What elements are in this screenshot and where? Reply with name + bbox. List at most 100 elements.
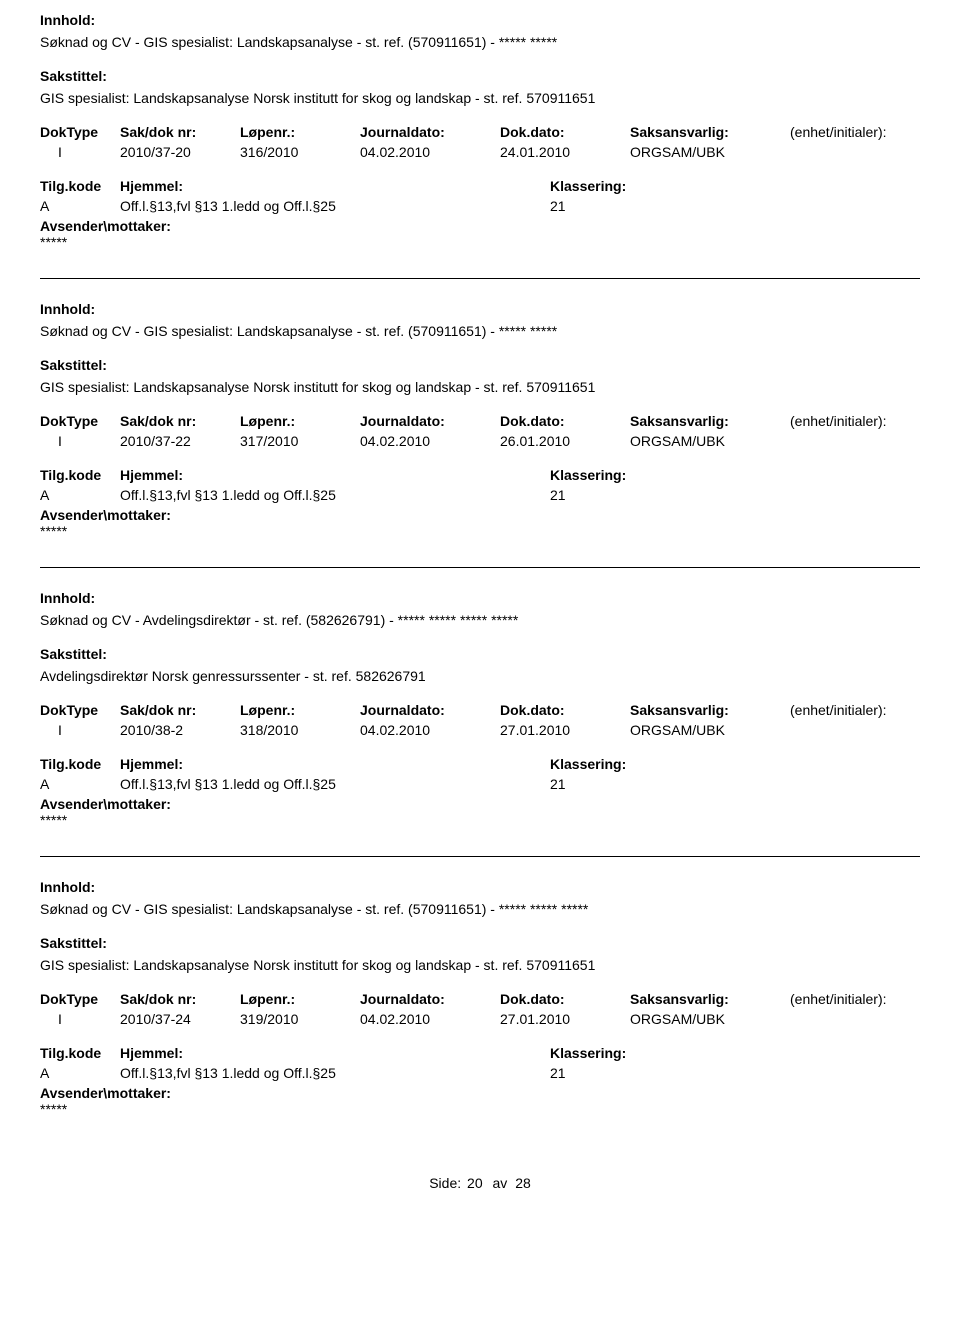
sakstittel-label: Sakstittel:: [40, 68, 920, 84]
innhold-label: Innhold:: [40, 879, 920, 895]
journaldato-header: Journaldato:: [360, 991, 500, 1007]
enhet-header: (enhet/initialer):: [790, 702, 920, 718]
doktype-header: DokType: [40, 124, 120, 140]
tilgkode-value: A: [40, 1065, 120, 1081]
sakstittel-value: GIS spesialist: Landskapsanalyse Norsk i…: [40, 379, 920, 395]
klassering-value: 21: [550, 198, 850, 214]
tilgkode-value: A: [40, 198, 120, 214]
doktype-value: I: [40, 433, 120, 449]
klassering-label: Klassering:: [550, 1045, 850, 1061]
innhold-value: Søknad og CV - Avdelingsdirektør - st. r…: [40, 612, 920, 628]
saksansvarlig-header: Saksansvarlig:: [630, 124, 790, 140]
doktype-header: DokType: [40, 413, 120, 429]
sakstittel-value: GIS spesialist: Landskapsanalyse Norsk i…: [40, 957, 920, 973]
lopenr-header: Løpenr.:: [240, 413, 360, 429]
innhold-value: Søknad og CV - GIS spesialist: Landskaps…: [40, 323, 920, 339]
tilg-header-row: Tilg.kode Hjemmel: Klassering:: [40, 1045, 920, 1061]
innhold-label: Innhold:: [40, 590, 920, 606]
tilgkode-label: Tilg.kode: [40, 178, 120, 194]
innhold-value: Søknad og CV - GIS spesialist: Landskaps…: [40, 901, 920, 917]
journaldato-header: Journaldato:: [360, 124, 500, 140]
journaldato-value: 04.02.2010: [360, 1011, 500, 1027]
klassering-label: Klassering:: [550, 467, 850, 483]
avsender-label: Avsender\mottaker:: [40, 796, 920, 812]
sakdok-value: 2010/37-22: [120, 433, 240, 449]
tilgkode-value: A: [40, 776, 120, 792]
sakstittel-label: Sakstittel:: [40, 357, 920, 373]
column-header-row: DokType Sak/dok nr: Løpenr.: Journaldato…: [40, 991, 920, 1007]
page-total: 28: [515, 1175, 531, 1191]
dokdato-header: Dok.dato:: [500, 413, 630, 429]
sakdok-value: 2010/38-2: [120, 722, 240, 738]
lopenr-header: Løpenr.:: [240, 991, 360, 1007]
hjemmel-label: Hjemmel:: [120, 1045, 550, 1061]
side-label: Side:: [429, 1175, 461, 1191]
sakstittel-label: Sakstittel:: [40, 935, 920, 951]
column-value-row: I 2010/37-20 316/2010 04.02.2010 24.01.2…: [40, 144, 920, 160]
enhet-header: (enhet/initialer):: [790, 991, 920, 1007]
innhold-label: Innhold:: [40, 12, 920, 28]
sakdok-header: Sak/dok nr:: [120, 702, 240, 718]
column-value-row: I 2010/37-24 319/2010 04.02.2010 27.01.2…: [40, 1011, 920, 1027]
innhold-value: Søknad og CV - GIS spesialist: Landskaps…: [40, 34, 920, 50]
page-footer: Side: 20 av 28: [40, 1175, 920, 1191]
tilg-header-row: Tilg.kode Hjemmel: Klassering:: [40, 178, 920, 194]
lopenr-header: Løpenr.:: [240, 124, 360, 140]
tilg-header-row: Tilg.kode Hjemmel: Klassering:: [40, 467, 920, 483]
sakstittel-value: Avdelingsdirektør Norsk genressurssenter…: [40, 668, 920, 684]
column-header-row: DokType Sak/dok nr: Løpenr.: Journaldato…: [40, 413, 920, 429]
journal-record: Innhold: Søknad og CV - GIS spesialist: …: [40, 278, 920, 567]
enhet-header: (enhet/initialer):: [790, 413, 920, 429]
tilg-value-row: A Off.l.§13,fvl §13 1.ledd og Off.l.§25 …: [40, 198, 920, 214]
saksansvarlig-value: ORGSAM/UBK: [630, 1011, 790, 1027]
klassering-value: 21: [550, 1065, 850, 1081]
innhold-label: Innhold:: [40, 301, 920, 317]
column-header-row: DokType Sak/dok nr: Løpenr.: Journaldato…: [40, 124, 920, 140]
tilgkode-label: Tilg.kode: [40, 756, 120, 772]
klassering-value: 21: [550, 487, 850, 503]
journal-record: Innhold: Søknad og CV - Avdelingsdirektø…: [40, 567, 920, 856]
tilg-value-row: A Off.l.§13,fvl §13 1.ledd og Off.l.§25 …: [40, 776, 920, 792]
doktype-value: I: [40, 144, 120, 160]
av-label: av: [493, 1175, 508, 1191]
enhet-value: [790, 433, 920, 449]
enhet-value: [790, 1011, 920, 1027]
tilg-value-row: A Off.l.§13,fvl §13 1.ledd og Off.l.§25 …: [40, 487, 920, 503]
hjemmel-value: Off.l.§13,fvl §13 1.ledd og Off.l.§25: [120, 1065, 550, 1081]
saksansvarlig-value: ORGSAM/UBK: [630, 144, 790, 160]
avsender-label: Avsender\mottaker:: [40, 218, 920, 234]
lopenr-header: Løpenr.:: [240, 702, 360, 718]
hjemmel-value: Off.l.§13,fvl §13 1.ledd og Off.l.§25: [120, 776, 550, 792]
hjemmel-value: Off.l.§13,fvl §13 1.ledd og Off.l.§25: [120, 487, 550, 503]
dokdato-value: 27.01.2010: [500, 722, 630, 738]
saksansvarlig-value: ORGSAM/UBK: [630, 433, 790, 449]
journaldato-value: 04.02.2010: [360, 144, 500, 160]
doktype-header: DokType: [40, 702, 120, 718]
avsender-value: *****: [40, 1101, 920, 1117]
lopenr-value: 318/2010: [240, 722, 360, 738]
lopenr-value: 316/2010: [240, 144, 360, 160]
klassering-label: Klassering:: [550, 178, 850, 194]
dokdato-header: Dok.dato:: [500, 702, 630, 718]
sakdok-header: Sak/dok nr:: [120, 413, 240, 429]
journaldato-value: 04.02.2010: [360, 722, 500, 738]
hjemmel-label: Hjemmel:: [120, 467, 550, 483]
page-container: Innhold: Søknad og CV - GIS spesialist: …: [0, 0, 960, 1231]
journal-record: Innhold: Søknad og CV - GIS spesialist: …: [40, 12, 920, 278]
sakdok-header: Sak/dok nr:: [120, 991, 240, 1007]
column-value-row: I 2010/37-22 317/2010 04.02.2010 26.01.2…: [40, 433, 920, 449]
journal-record: Innhold: Søknad og CV - GIS spesialist: …: [40, 856, 920, 1145]
avsender-value: *****: [40, 812, 920, 828]
journaldato-value: 04.02.2010: [360, 433, 500, 449]
klassering-value: 21: [550, 776, 850, 792]
hjemmel-label: Hjemmel:: [120, 178, 550, 194]
saksansvarlig-header: Saksansvarlig:: [630, 702, 790, 718]
sakdok-value: 2010/37-20: [120, 144, 240, 160]
tilgkode-value: A: [40, 487, 120, 503]
sakdok-header: Sak/dok nr:: [120, 124, 240, 140]
dokdato-header: Dok.dato:: [500, 124, 630, 140]
hjemmel-label: Hjemmel:: [120, 756, 550, 772]
doktype-value: I: [40, 722, 120, 738]
enhet-header: (enhet/initialer):: [790, 124, 920, 140]
doktype-value: I: [40, 1011, 120, 1027]
